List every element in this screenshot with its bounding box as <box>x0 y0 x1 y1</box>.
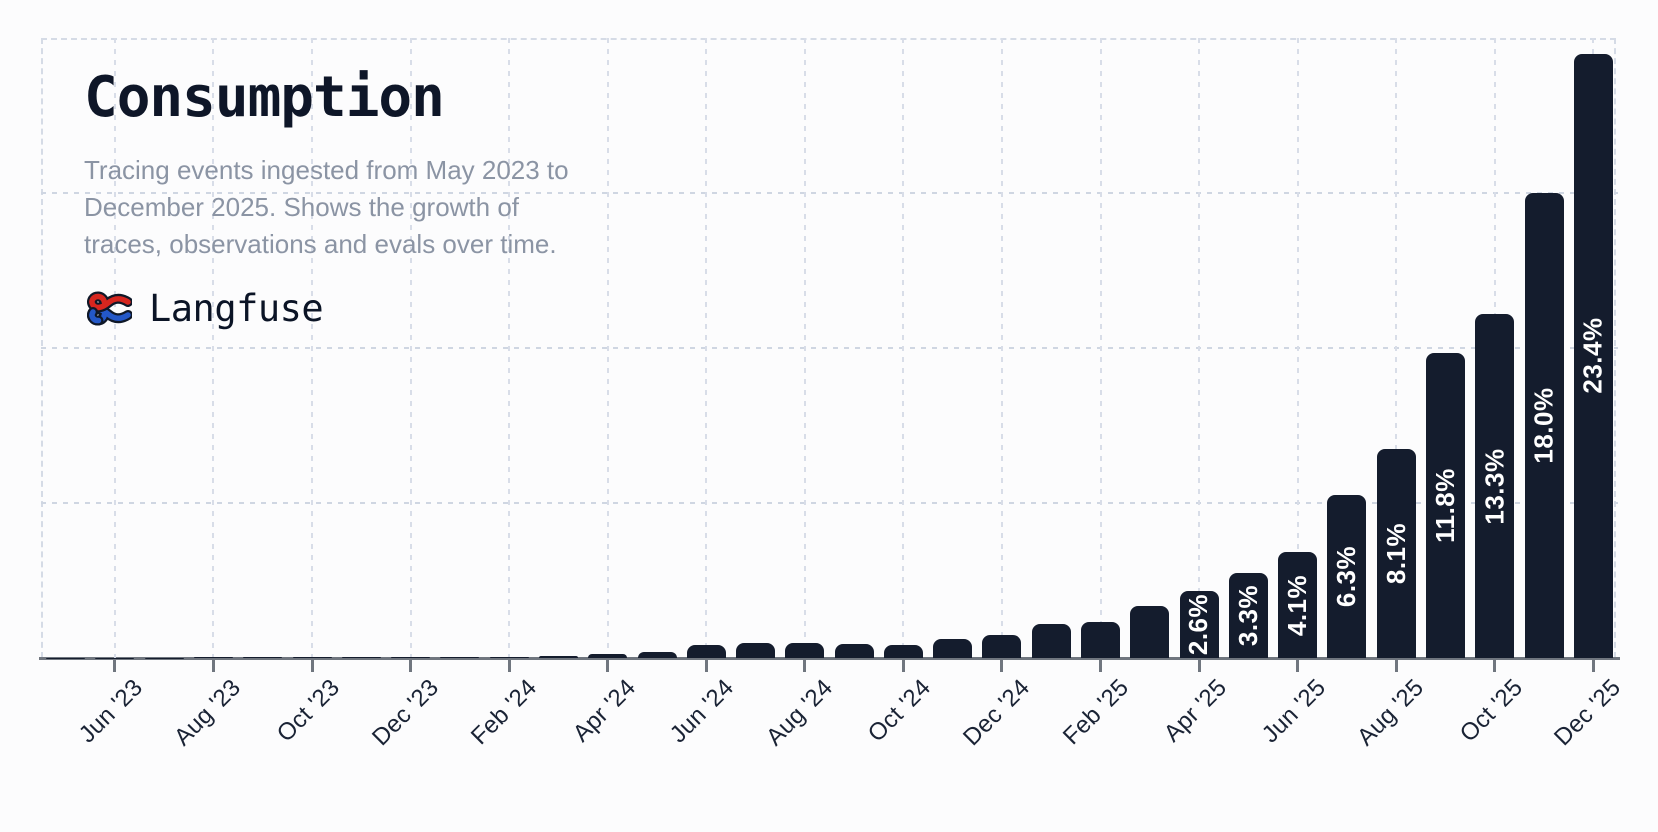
page-title: Consumption <box>84 65 445 130</box>
bar-Sep24 <box>834 643 874 658</box>
bar-Jan25 <box>1031 624 1071 658</box>
x-tick <box>211 660 215 672</box>
bar-Oct25 <box>1475 314 1515 658</box>
x-tick <box>1000 660 1004 672</box>
brand-row: Langfuse <box>86 287 324 330</box>
bar-Mar25 <box>1130 606 1170 658</box>
langfuse-logo-icon <box>87 291 132 326</box>
bar-Oct24 <box>883 645 923 658</box>
v-gridline <box>803 38 806 658</box>
v-gridline <box>1296 38 1299 658</box>
x-tick <box>1296 660 1300 672</box>
v-gridline <box>508 38 511 658</box>
bar-Jan24 <box>440 656 480 658</box>
v-gridline <box>606 38 609 658</box>
chart-subtitle: Tracing events ingested from May 2023 to… <box>84 152 569 263</box>
bar-Nov24 <box>933 638 973 658</box>
bar-Feb24 <box>489 656 529 658</box>
x-tick <box>409 660 413 672</box>
bar-Apr24 <box>588 654 628 658</box>
bar-Aug23 <box>193 657 233 658</box>
x-tick <box>803 660 807 672</box>
v-gridline <box>1198 38 1201 658</box>
x-tick <box>113 660 117 672</box>
x-tick <box>1394 660 1398 672</box>
bar-Oct23 <box>292 657 332 658</box>
h-gridline-12pct <box>41 347 1618 349</box>
subtitle-line-1: Tracing events ingested from May 2023 to <box>84 155 569 185</box>
bar-Jun25 <box>1278 552 1318 658</box>
logo-rope-blue-over <box>89 309 102 324</box>
bar-Dec23 <box>391 657 431 658</box>
bar-Nov25 <box>1524 193 1564 658</box>
x-tick <box>507 660 511 672</box>
bar-Apr25 <box>1179 590 1219 658</box>
bar-May24 <box>637 651 677 658</box>
subtitle-line-3: traces, observations and evals over time… <box>84 229 557 259</box>
x-tick <box>704 660 708 672</box>
v-gridline <box>1395 38 1398 658</box>
subtitle-line-2: December 2025. Shows the growth of <box>84 192 520 222</box>
x-tick <box>901 660 905 672</box>
h-gridline-6pct <box>41 502 1618 504</box>
x-tick <box>606 660 610 672</box>
v-gridline <box>1099 38 1102 658</box>
x-tick <box>1591 660 1595 672</box>
bar-Jul24 <box>736 642 776 658</box>
x-axis-line <box>39 657 1620 660</box>
v-gridline <box>1000 38 1003 658</box>
bar-Feb25 <box>1081 621 1121 658</box>
bar-Sep23 <box>243 657 283 658</box>
brand-name: Langfuse <box>149 287 324 330</box>
x-tick <box>310 660 314 672</box>
bar-Aug25 <box>1376 448 1416 658</box>
v-gridline <box>705 38 708 658</box>
v-gridline <box>409 38 412 658</box>
bar-Sep25 <box>1426 353 1466 658</box>
bar-Mar24 <box>538 655 578 658</box>
bar-Dec25 <box>1573 53 1613 658</box>
bar-May25 <box>1228 572 1268 658</box>
bar-Jul25 <box>1327 495 1367 658</box>
logo-rope-red <box>89 293 131 311</box>
bar-Nov23 <box>341 657 381 658</box>
bar-Dec24 <box>982 634 1022 658</box>
x-tick <box>1493 660 1497 672</box>
bar-Jun24 <box>686 645 726 658</box>
x-tick <box>1099 660 1103 672</box>
v-gridline <box>902 38 905 658</box>
x-tick <box>1197 660 1201 672</box>
v-gridline <box>212 38 215 658</box>
h-gridline-18pct <box>41 192 1618 194</box>
v-gridline <box>113 38 116 658</box>
bar-Aug24 <box>785 642 825 658</box>
v-gridline <box>311 38 314 658</box>
